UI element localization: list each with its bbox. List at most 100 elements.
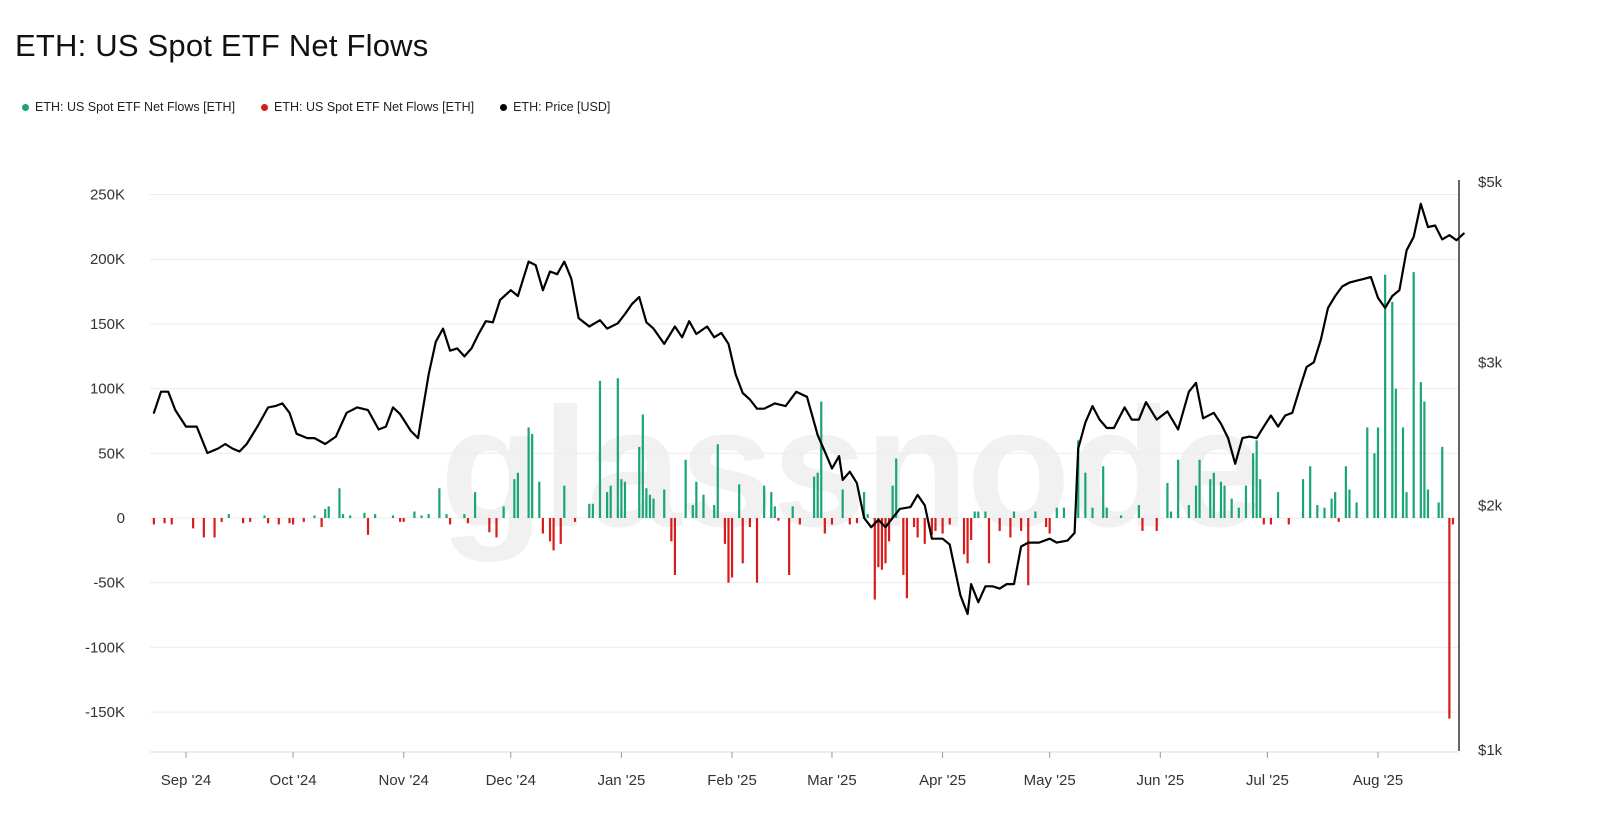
inflow-bar — [591, 503, 594, 518]
inflow-bar — [598, 380, 602, 518]
x-tick-label: Aug '25 — [1353, 772, 1403, 789]
outflow-bar — [548, 518, 552, 542]
legend-dot-inflows-icon — [22, 103, 29, 111]
inflow-bar — [349, 515, 352, 518]
y-left-tick-label: -50K — [93, 575, 125, 592]
inflow-bar — [445, 514, 448, 518]
inflow-bar — [427, 514, 430, 518]
y-right-tick-label: $5k — [1478, 174, 1503, 191]
inflow-bar — [327, 506, 330, 518]
inflow-bar — [563, 485, 566, 518]
inflow-bar — [713, 505, 716, 518]
inflow-bar — [820, 401, 823, 518]
outflow-bar — [1262, 518, 1265, 525]
legend-dot-outflows-icon — [261, 103, 269, 111]
outflow-bar — [277, 518, 280, 525]
outflow-bar — [266, 518, 270, 524]
outflow-bar — [941, 518, 944, 534]
inflow-bar — [538, 481, 541, 518]
inflow-bar — [1187, 505, 1190, 518]
y-right-tick-label: $3k — [1478, 354, 1503, 371]
outflow-bar — [152, 518, 155, 525]
inflow-bar — [1198, 459, 1201, 518]
inflow-bar — [1102, 466, 1105, 518]
y-left-tick-label: 250K — [90, 187, 125, 204]
inflow-bar — [1401, 427, 1405, 518]
legend-label-inflows: ETH: US Spot ETF Net Flows [ETH] — [35, 100, 236, 114]
inflow-bar — [645, 488, 648, 518]
outflow-bar — [912, 518, 916, 528]
inflow-bar — [609, 485, 612, 518]
legend-item-price[interactable]: ETH: Price [USD] — [500, 100, 610, 114]
inflow-bar — [763, 485, 766, 518]
inflow-bar — [1384, 274, 1387, 518]
outflow-bar — [1009, 518, 1012, 538]
y-left-tick-label: -150K — [85, 704, 125, 721]
x-tick-label: May '25 — [1024, 772, 1076, 789]
x-tick-label: Oct '24 — [270, 772, 317, 789]
inflow-bar — [1219, 481, 1223, 518]
inflow-bar — [1105, 507, 1108, 518]
x-tick-label: Nov '24 — [379, 772, 429, 789]
inflow-bar — [1376, 427, 1380, 518]
inflow-bar — [1276, 492, 1280, 518]
inflow-bar — [473, 492, 477, 518]
y-right-tick-label: $1k — [1478, 742, 1503, 759]
inflow-bar — [1137, 505, 1140, 518]
outflow-bar — [727, 518, 730, 583]
axes: 250K 200K 150K 100K 50K 0 -50K -100K -150K Sep '2… — [85, 174, 1503, 789]
outflow-bar — [202, 518, 205, 538]
outflow-bar — [748, 518, 751, 528]
inflow-bar — [1255, 440, 1258, 518]
legend-item-inflows[interactable]: ETH: US Spot ETF Net Flows [ETH] — [22, 100, 235, 114]
outflow-bar — [1269, 518, 1273, 525]
inflow-bar — [1344, 466, 1347, 518]
outflow-bar — [495, 518, 498, 538]
inflow-bar — [588, 503, 591, 518]
y-right-tick-label: $2k — [1478, 497, 1503, 514]
outflow-bar — [788, 518, 791, 575]
inflow-bar — [791, 506, 794, 518]
inflow-bar — [516, 472, 519, 518]
inflow-bar — [862, 492, 866, 518]
outflow-bar — [777, 518, 780, 521]
x-tick-label: Jul '25 — [1246, 772, 1289, 789]
outflow-bar — [573, 518, 577, 522]
outflow-bar — [249, 518, 252, 522]
y-left-tick-label: 150K — [90, 316, 125, 333]
inflow-bar — [1309, 466, 1312, 518]
outflow-bar — [830, 518, 834, 525]
x-tick-label: Jan '25 — [597, 772, 645, 789]
inflow-bar — [813, 476, 816, 518]
inflow-bar — [502, 506, 505, 518]
inflow-bar — [363, 512, 366, 518]
outflow-bar — [741, 518, 744, 564]
outflow-bar — [934, 518, 937, 531]
outflow-bar — [1155, 518, 1158, 531]
inflow-bar — [641, 414, 644, 518]
outflow-bar — [916, 518, 919, 538]
outflow-bar — [873, 518, 876, 600]
inflow-bar — [1394, 388, 1397, 518]
outflow-bar — [402, 518, 405, 522]
inflow-bar — [227, 514, 230, 518]
inflow-bar — [1391, 301, 1394, 518]
inflow-bar — [984, 511, 987, 518]
inflow-bar — [1405, 492, 1408, 518]
inflow-bar — [620, 479, 623, 518]
outflow-bar — [170, 518, 173, 525]
outflow-bar — [887, 518, 891, 542]
inflow-bar — [1412, 272, 1415, 518]
outflow-bar — [848, 518, 851, 525]
legend-item-outflows[interactable]: ETH: US Spot ETF Net Flows [ETH] — [261, 100, 474, 114]
inflow-bar — [1034, 511, 1037, 518]
inflow-bar — [1355, 502, 1358, 518]
y-left-tick-label: -100K — [85, 639, 125, 656]
inflow-bar — [616, 378, 619, 518]
legend-dot-price-icon — [500, 103, 508, 111]
outflow-bar — [1287, 518, 1290, 525]
outflow-bar — [987, 518, 991, 564]
y-left-tick-label: 0 — [117, 510, 125, 527]
inflow-bar — [638, 446, 641, 518]
